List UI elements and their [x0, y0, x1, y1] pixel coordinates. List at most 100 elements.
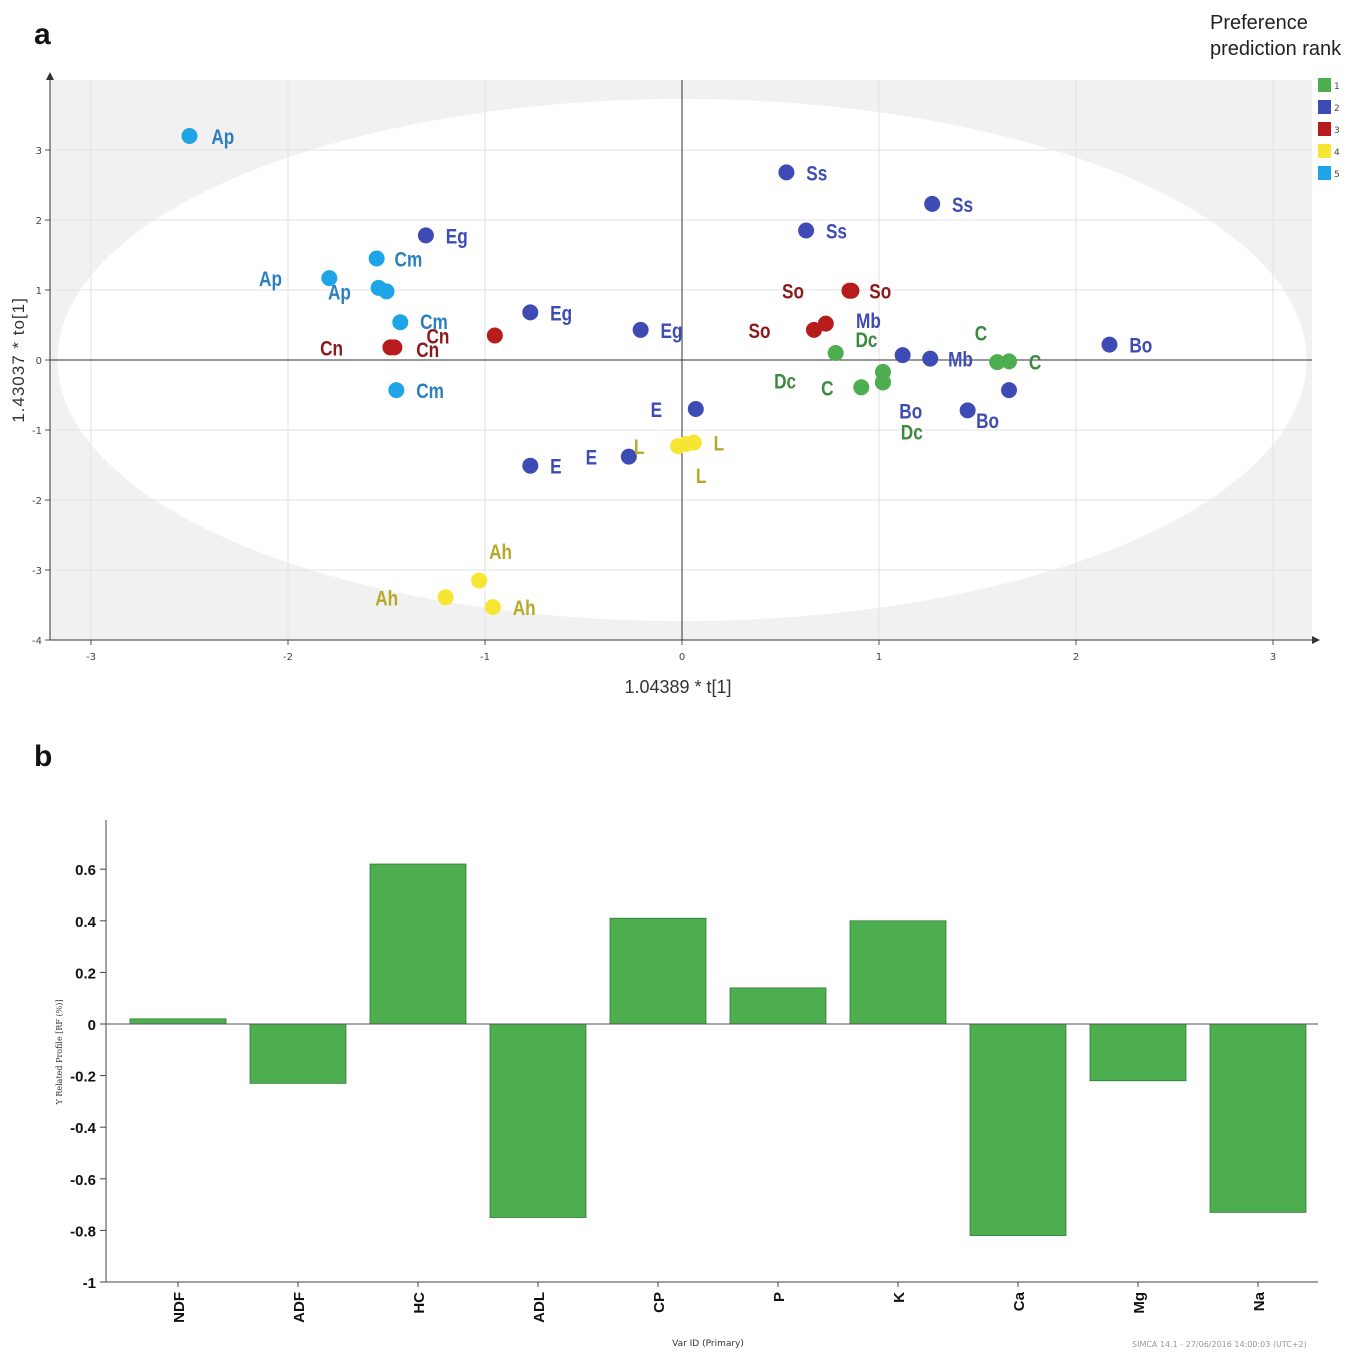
data-point-label: Dc [901, 422, 923, 445]
bar [129, 1018, 227, 1025]
data-point-label: Eg [446, 226, 468, 249]
legend-swatch [1318, 144, 1331, 158]
data-point [388, 382, 405, 399]
y-tick-label: -4 [32, 636, 42, 647]
data-point [181, 128, 198, 144]
data-point [778, 164, 795, 181]
x-axis-title: 1.04389 * t[1] [624, 677, 731, 697]
legend-label: 5 [1334, 170, 1340, 180]
y-tick-label: -0.4 [70, 1120, 97, 1137]
data-point-label: Mb [856, 311, 881, 334]
legend-swatch [1318, 166, 1331, 180]
data-point [471, 572, 488, 589]
data-point [924, 195, 941, 212]
bar-chart-panel-b: -1 -0.8 -0.6 -0.4 -0.2 0 0.2 0.4 0.6 NDF ADF HC ADL C… [55, 820, 1318, 1349]
x-axis-title: Var ID (Primary) [672, 1339, 744, 1349]
y-tick-label: 2 [36, 216, 42, 227]
data-point-label: Ap [328, 282, 351, 305]
data-point [522, 457, 539, 474]
y-tick-label: -2 [32, 496, 42, 507]
x-tick-label: 2 [1073, 652, 1079, 663]
legend-title: Preference prediction rank [1210, 10, 1350, 62]
y-tick-label: 0 [88, 1017, 96, 1034]
bar [969, 1023, 1067, 1236]
x-tick-label: HC [411, 1292, 428, 1314]
legend-label: 2 [1334, 104, 1340, 114]
data-point-label: C [821, 378, 834, 401]
y-tick-label: 0.6 [75, 862, 96, 879]
software-footnote: SIMCA 14.1 - 27/06/2016 14:00:03 (UTC+2) [1132, 1340, 1307, 1349]
data-point-label: Ap [211, 127, 234, 150]
y-tick-label: -0.2 [70, 1069, 96, 1086]
panel-a-label: a [34, 18, 51, 51]
data-point [874, 374, 891, 391]
data-point-label: Ap [259, 269, 282, 292]
x-tick-label: Mg [1131, 1292, 1148, 1314]
y-tick-label: -3 [32, 566, 42, 577]
legend: 1 2 3 4 5 [1318, 78, 1340, 180]
data-point [853, 379, 870, 396]
data-point [417, 227, 434, 244]
y-tick-label: -0.6 [70, 1172, 96, 1189]
y-tick-label: -0.8 [70, 1223, 96, 1240]
bar [849, 920, 947, 1025]
x-tick-label: ADF [291, 1292, 308, 1323]
bar [1089, 1023, 1187, 1082]
data-point [321, 270, 338, 287]
x-tick-label: K [891, 1292, 908, 1303]
data-point [522, 304, 539, 321]
data-point-label: Ah [513, 598, 536, 621]
x-tick-label: Ca [1011, 1291, 1028, 1311]
data-point [386, 339, 403, 356]
data-point [827, 345, 844, 361]
data-point-label: Eg [550, 303, 572, 326]
legend-swatch [1318, 78, 1331, 92]
data-point [894, 347, 911, 364]
data-point-label: C [1029, 352, 1042, 375]
bar [1209, 1023, 1307, 1213]
legend-label: 3 [1334, 126, 1340, 136]
y-axis-arrow [46, 72, 54, 80]
x-tick-label: P [771, 1292, 788, 1302]
scatter-plot-panel-a: -3 -2 -1 0 1 2 3 -4 -3 -2 -1 0 1 2 3 1.04389 * t[1] 1.43… [9, 72, 1320, 697]
y-axis-title: 1.43037 * to[1] [9, 297, 28, 423]
legend-label: 4 [1334, 148, 1340, 158]
data-point-label: L [634, 437, 645, 460]
data-point [843, 282, 860, 299]
data-point-label: Cn [416, 339, 439, 362]
legend-swatch [1318, 100, 1331, 114]
data-point-label: Cm [420, 311, 448, 334]
data-point-label: Bo [976, 411, 999, 434]
data-point [486, 327, 503, 344]
x-tick-label: Na [1251, 1291, 1268, 1311]
bar [729, 987, 827, 1025]
y-tick-label: 3 [36, 146, 42, 157]
data-point [959, 402, 976, 419]
data-point [1001, 353, 1018, 370]
data-point [437, 589, 454, 606]
panel-b-label: b [34, 740, 53, 773]
data-point-label: L [696, 465, 707, 488]
data-point [1101, 336, 1118, 353]
data-point-label: Cm [395, 249, 423, 272]
x-tick-label: -2 [283, 652, 293, 663]
data-point-label: Mb [948, 349, 973, 372]
y-tick-label: -1 [83, 1275, 96, 1292]
data-point-label: Ss [826, 221, 847, 244]
data-point-label: Bo [1129, 335, 1152, 358]
x-axis-arrow [1312, 636, 1320, 644]
bar [489, 1023, 587, 1218]
x-tick-label: ADL [531, 1292, 548, 1323]
legend-label: 1 [1334, 82, 1340, 92]
data-point-label: Ss [806, 163, 827, 186]
bar [369, 863, 467, 1025]
data-point-label: Ah [489, 542, 512, 565]
data-point-label: L [714, 433, 725, 456]
data-point [989, 354, 1006, 371]
y-axis-title: Y Related Profile [RF (%)] [55, 1000, 64, 1106]
y-tick-label: 1 [36, 286, 42, 297]
data-point-label: Dc [774, 371, 796, 394]
x-tick-label: NDF [171, 1292, 188, 1323]
data-point [922, 350, 939, 367]
